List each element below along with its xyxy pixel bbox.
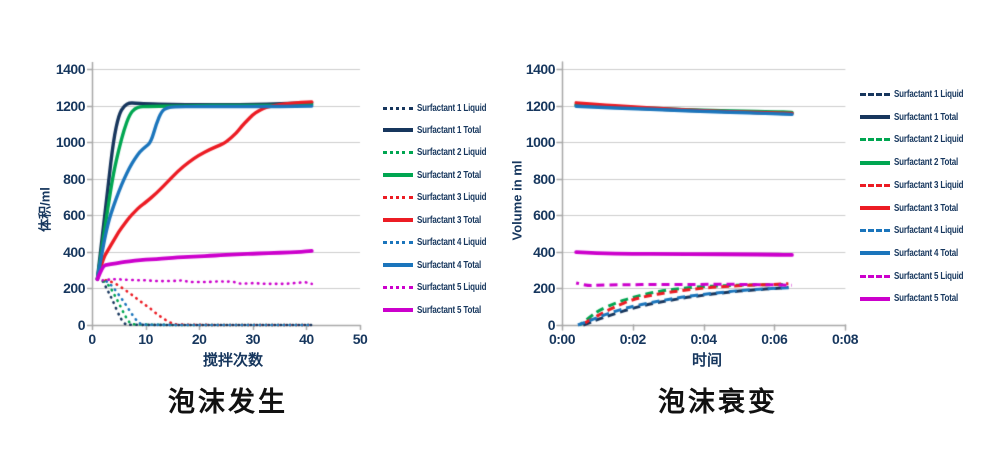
x-tick-label: 0:08: [831, 331, 859, 347]
legend-swatch: [860, 229, 890, 233]
x-tick-label: 10: [138, 331, 153, 347]
legend-swatch: [383, 241, 413, 245]
legend-label: Surfactant 5 Total: [417, 304, 482, 316]
legend-label: Surfactant 4 Total: [417, 259, 482, 271]
legend-item-surfactant-5-total: Surfactant 5 Total: [860, 291, 974, 306]
legend-label: Surfactant 4 Liquid: [417, 237, 487, 249]
y-tick-label: 1200: [55, 97, 86, 114]
legend-label: Surfactant 1 Total: [417, 124, 482, 136]
legend-swatch: [383, 128, 413, 133]
x-axis-label-decay: 时间: [691, 352, 722, 369]
x-tick-label: 0:04: [690, 331, 717, 347]
x-axis-label-generation: 搅拌次数: [202, 352, 263, 369]
y-tick-label: 0: [547, 317, 556, 333]
legend-item-surfactant-2-total: Surfactant 2 Total: [860, 155, 974, 170]
legend-swatch: [383, 286, 413, 290]
x-tick-label: 0:00: [548, 331, 576, 347]
legend-swatch: [383, 218, 413, 223]
legend-label: Surfactant 2 Total: [894, 157, 959, 169]
x-tick-label: 50: [352, 331, 368, 347]
y-tick-label: 200: [63, 280, 85, 297]
legend-label: Surfactant 5 Liquid: [894, 270, 964, 282]
y-tick-label: 0: [77, 317, 86, 333]
legend-swatch: [860, 251, 890, 256]
x-tick-label: 0:06: [761, 331, 788, 347]
legend-label: Surfactant 2 Liquid: [894, 134, 964, 146]
legend-swatch: [860, 93, 890, 96]
y-tick-label: 1400: [525, 61, 556, 77]
legend-label: Surfactant 3 Total: [417, 214, 482, 226]
legend-swatch: [860, 296, 890, 301]
legend-item-surfactant-4-total: Surfactant 4 Total: [860, 246, 974, 261]
legend-item-surfactant-2-liquid: Surfactant 2 Liquid: [383, 145, 504, 160]
legend-item-surfactant-4-liquid: Surfactant 4 Liquid: [383, 235, 504, 250]
y-tick-label: 600: [533, 207, 555, 224]
legend-swatch: [860, 138, 890, 142]
legend-item-surfactant-1-total: Surfactant 1 Total: [860, 110, 974, 125]
legend-swatch: [383, 196, 413, 200]
y-tick-label: 1000: [55, 134, 86, 151]
legend-swatch: [860, 115, 890, 120]
x-tick-label: 30: [245, 331, 261, 347]
legend-item-surfactant-1-liquid: Surfactant 1 Liquid: [383, 101, 504, 116]
legend-item-surfactant-1-liquid: Surfactant 1 Liquid: [860, 87, 981, 102]
y-tick-label: 600: [63, 207, 85, 224]
legend-label: Surfactant 1 Liquid: [894, 89, 964, 100]
legend-swatch: [860, 183, 890, 187]
legend-swatch: [383, 106, 413, 110]
legend-item-surfactant-5-liquid: Surfactant 5 Liquid: [383, 280, 504, 295]
legend-label: Surfactant 3 Total: [894, 202, 959, 214]
x-tick-label: 0: [88, 331, 96, 347]
legend-swatch: [383, 263, 413, 268]
legend-label: Surfactant 1 Liquid: [417, 102, 487, 114]
x-tick-label: 0:02: [619, 331, 647, 347]
y-tick-label: 800: [63, 170, 85, 187]
legend-item-surfactant-4-liquid: Surfactant 4 Liquid: [860, 223, 981, 238]
y-tick-label: 400: [533, 243, 555, 260]
legend-label: Surfactant 5 Total: [894, 293, 959, 305]
legend-item-surfactant-2-total: Surfactant 2 Total: [383, 168, 497, 183]
legend-swatch: [383, 173, 413, 178]
legend-label: Surfactant 2 Total: [417, 169, 482, 181]
legend-swatch: [860, 160, 890, 165]
legend-swatch: [860, 274, 890, 278]
legend-label: Surfactant 5 Liquid: [417, 282, 487, 294]
legend-label: Surfactant 3 Liquid: [894, 179, 964, 191]
x-tick-label: 40: [299, 331, 314, 347]
legend-item-surfactant-2-liquid: Surfactant 2 Liquid: [860, 132, 981, 147]
x-tick-label: 20: [191, 331, 207, 347]
legend-label: Surfactant 4 Liquid: [894, 225, 964, 237]
legend-swatch: [383, 151, 413, 155]
y-tick-label: 200: [533, 280, 555, 297]
legend-item-surfactant-1-total: Surfactant 1 Total: [383, 123, 497, 138]
legend-swatch: [860, 206, 890, 210]
legend-item-surfactant-3-total: Surfactant 3 Total: [383, 213, 497, 228]
chart-title-decay: 泡沫衰变: [658, 387, 778, 417]
legend-item-surfactant-3-total: Surfactant 3 Total: [860, 201, 974, 216]
legend-item-surfactant-3-liquid: Surfactant 3 Liquid: [383, 190, 504, 205]
legend-item-surfactant-3-liquid: Surfactant 3 Liquid: [860, 178, 981, 193]
legend-label: Surfactant 3 Liquid: [417, 192, 487, 204]
legend-swatch: [383, 308, 413, 313]
y-tick-label: 400: [63, 243, 85, 260]
legend-label: Surfactant 4 Total: [894, 247, 959, 259]
legend-label: Surfactant 2 Liquid: [417, 147, 487, 159]
legend-item-surfactant-4-total: Surfactant 4 Total: [383, 258, 497, 273]
y-tick-label: 1400: [55, 61, 86, 77]
chart-title-generation: 泡沫发生: [168, 387, 288, 417]
y-tick-label: 1000: [525, 134, 556, 151]
legend-item-surfactant-5-liquid: Surfactant 5 Liquid: [860, 269, 981, 284]
legend-label: Surfactant 1 Total: [894, 111, 959, 123]
y-axis-label-decay: Volume in ml: [509, 160, 525, 241]
y-tick-label: 1200: [525, 97, 556, 114]
legend-item-surfactant-5-total: Surfactant 5 Total: [383, 303, 497, 318]
y-tick-label: 800: [533, 170, 555, 187]
